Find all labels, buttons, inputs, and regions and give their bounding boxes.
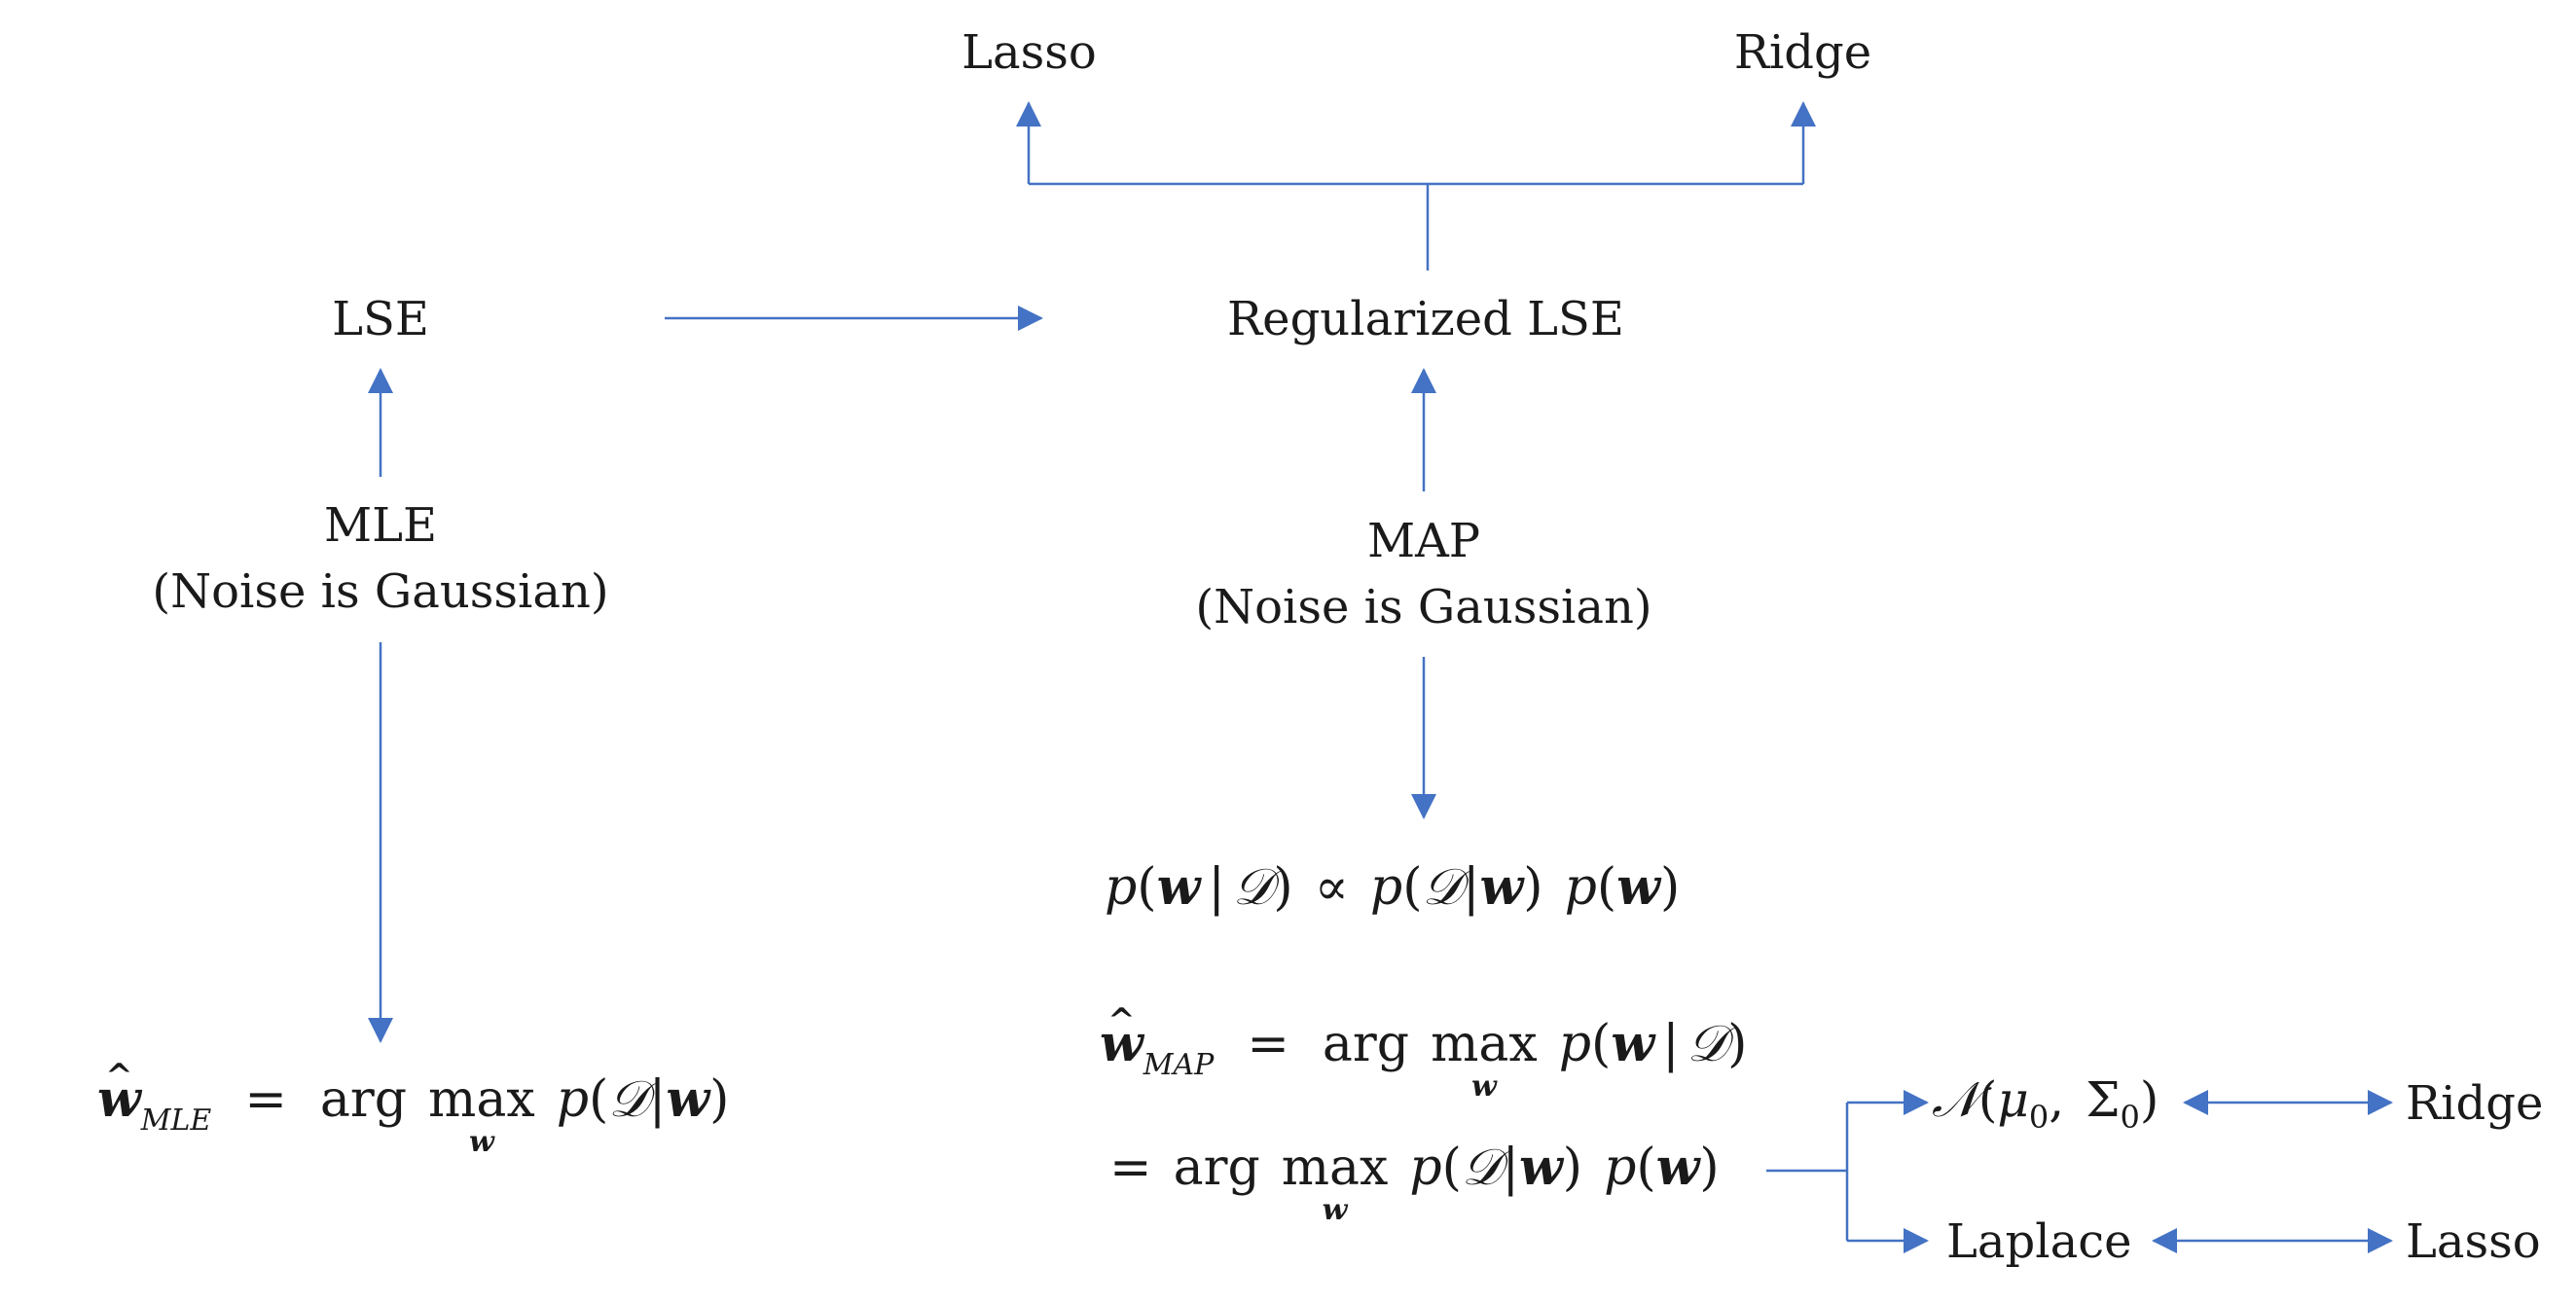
w-map-expanded-formula: = arg max w p(𝒟|w) p(w) [1109,1138,1720,1228]
normal-prior-formula: 𝒩(μ0, Σ0) [1932,1071,2159,1136]
mle-title: MLE [323,498,438,553]
ridge-right-label: Ridge [2406,1076,2544,1131]
map-label: MAP (Noise is Gaussian) [1179,508,1668,640]
lasso-right-label: Lasso [2406,1214,2541,1269]
ridge-top-label: Ridge [1733,25,1872,80]
map-title: MAP [1366,514,1481,568]
lse-label: LSE [332,292,429,346]
mle-subtitle: (Noise is Gaussian) [152,564,609,619]
laplace-label: Laplace [1946,1214,2132,1269]
regularized-lse-label: Regularized LSE [1227,292,1624,346]
posterior-formula: p(w | 𝒟) ∝ p(𝒟|w) p(w) [1105,857,1681,918]
lasso-top-label: Lasso [961,25,1097,80]
mle-label: MLE (Noise is Gaussian) [136,492,625,625]
map-subtitle: (Noise is Gaussian) [1195,580,1652,634]
